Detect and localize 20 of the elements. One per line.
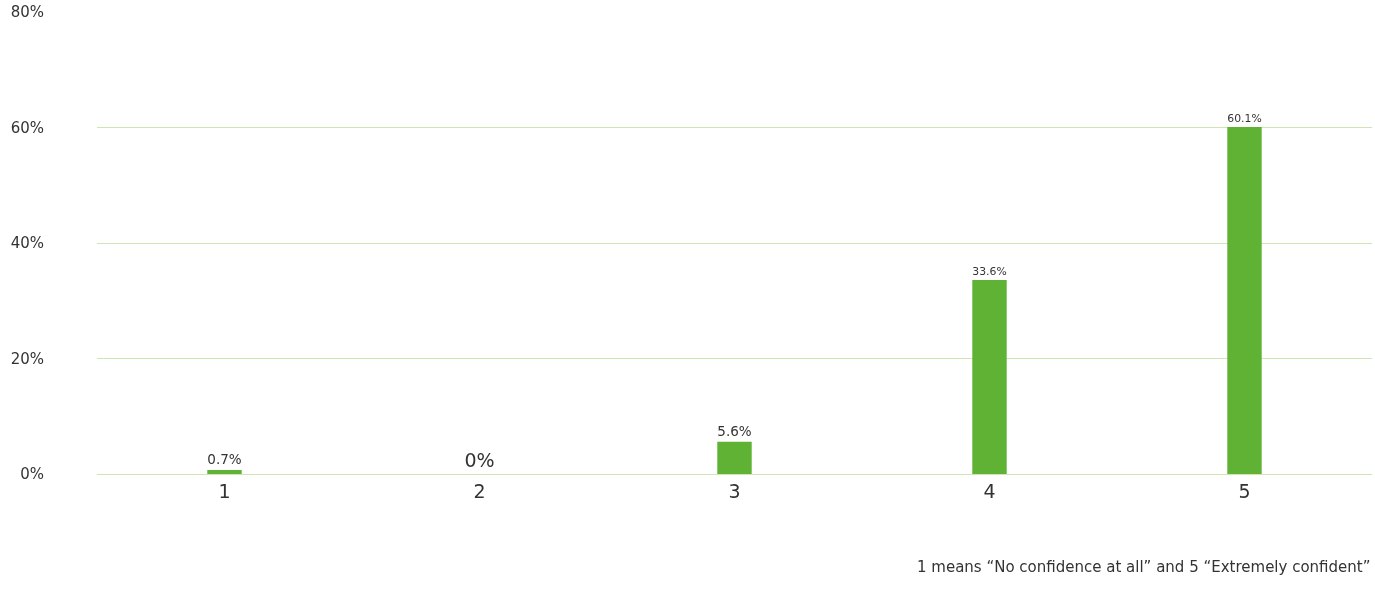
bar <box>207 469 242 474</box>
bar <box>972 279 1007 474</box>
data-label: 0% <box>464 449 495 471</box>
text: 1 means “No confidence at all” and 5 “Extremely confident” <box>917 558 1371 576</box>
data-label: 0.7% <box>207 451 242 468</box>
x-tick-label: 4 <box>983 479 996 502</box>
data-label: 33.6% <box>972 264 1007 278</box>
y-tick-label: 40% <box>10 234 44 253</box>
bar <box>1227 126 1262 474</box>
y-tick-label: 0% <box>20 465 44 484</box>
y-tick-label: 60% <box>10 118 44 137</box>
bar <box>717 441 752 474</box>
x-tick-label: 3 <box>728 479 741 502</box>
y-tick-label: 20% <box>10 349 44 368</box>
data-label: 60.1% <box>1227 111 1262 125</box>
x-tick-label: 2 <box>473 479 486 502</box>
x-tick-label: 1 <box>218 479 231 502</box>
y-tick-label: 80% <box>10 3 44 22</box>
x-tick-label: 5 <box>1238 479 1251 502</box>
data-label: 5.6% <box>717 422 752 439</box>
